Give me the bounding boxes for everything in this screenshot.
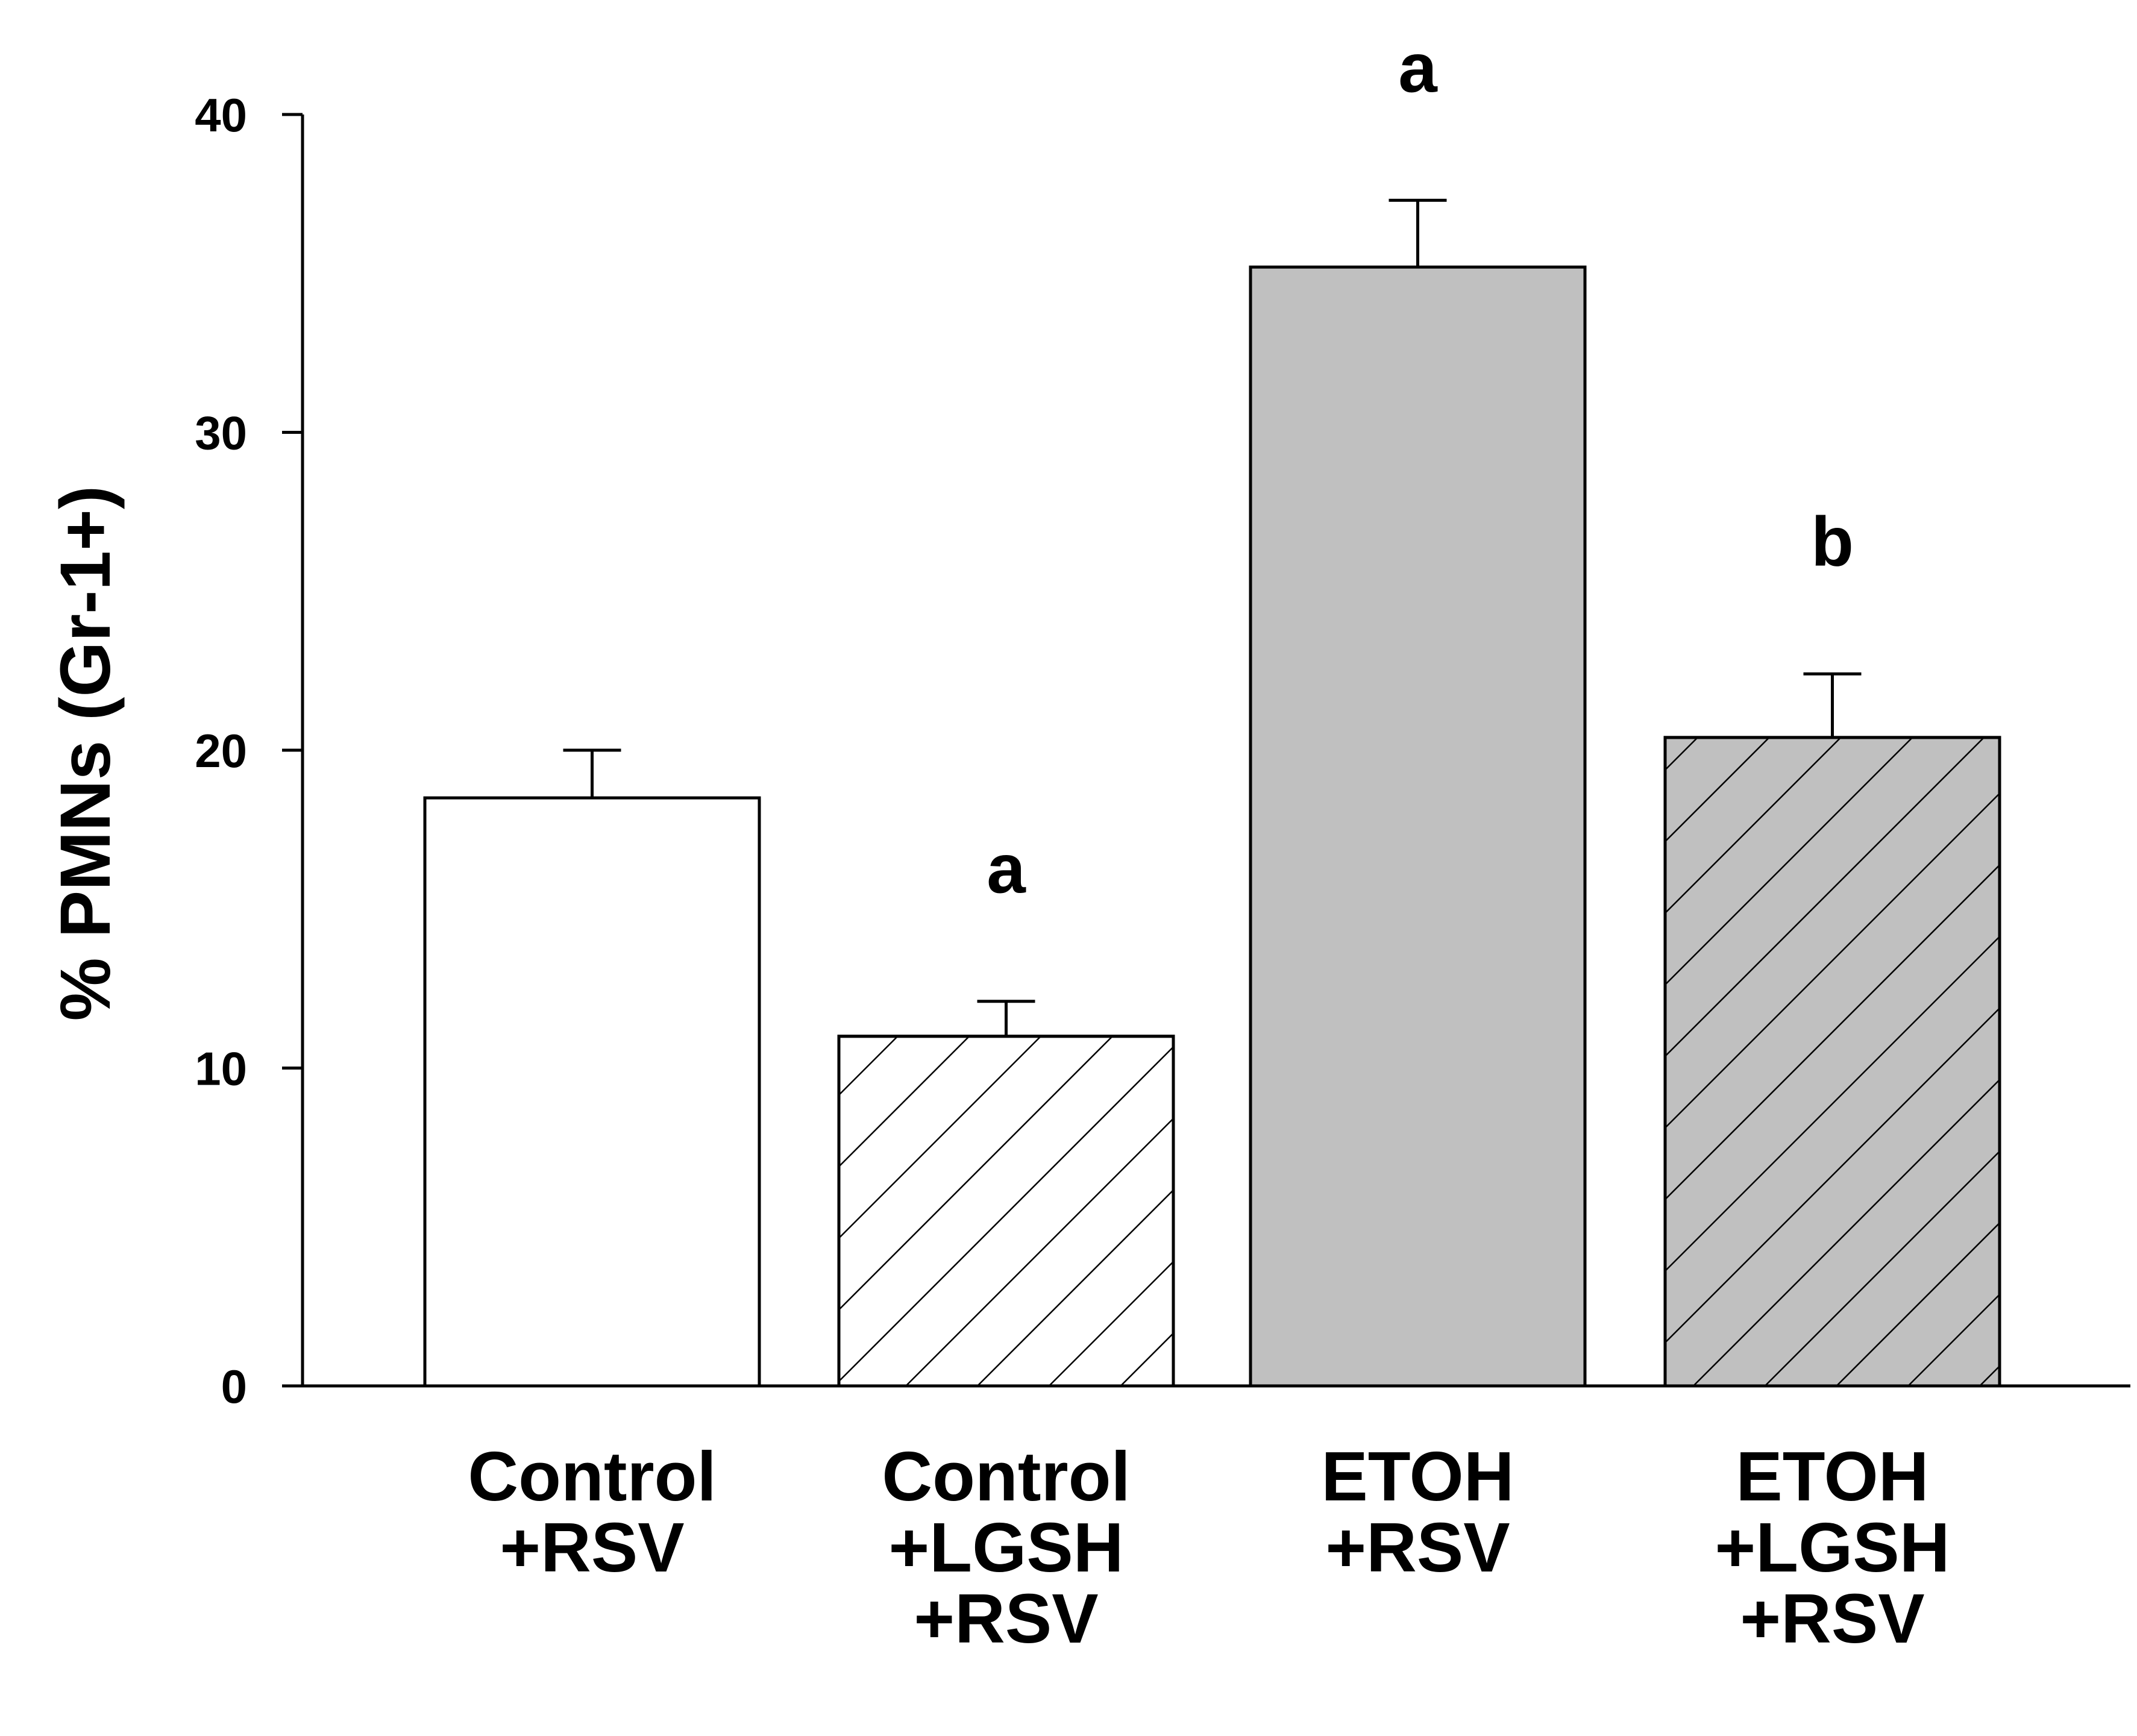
category-label-line: Control [882, 1437, 1130, 1515]
category-label: ETOH +LGSH +RSV [1715, 1437, 1950, 1658]
y-tick-label: 10 [195, 1042, 247, 1095]
bar-hatch [837, 1035, 1175, 1388]
bar [1249, 265, 1587, 1388]
category-label-line: +RSV [914, 1579, 1098, 1658]
significance-label: a [987, 830, 1026, 908]
category-label-line: +RSV [500, 1508, 684, 1587]
y-tick-label: 30 [195, 407, 247, 460]
y-axis-title: % PMNs (Gr-1+) [46, 486, 125, 1021]
y-tick-label: 40 [195, 89, 247, 142]
category-label-line: +LGSH [1715, 1508, 1950, 1587]
category-label: Control +RSV [468, 1437, 716, 1587]
category-label-line: +LGSH [889, 1508, 1124, 1587]
category-label-line: +RSV [1740, 1579, 1924, 1658]
y-tick-label: 0 [221, 1360, 247, 1413]
bar [423, 796, 761, 1388]
category-label-line: Control [468, 1437, 716, 1515]
category-label: Control +LGSH +RSV [882, 1437, 1130, 1658]
bar-hatch [1663, 736, 2001, 1388]
category-label: ETOH +RSV [1321, 1437, 1514, 1587]
significance-label: a [1398, 28, 1438, 107]
category-label-line: +RSV [1325, 1508, 1510, 1587]
significance-label: b [1811, 502, 1854, 580]
category-label-line: ETOH [1321, 1437, 1514, 1515]
category-label-line: ETOH [1736, 1437, 1928, 1515]
y-tick-label: 20 [195, 724, 247, 777]
